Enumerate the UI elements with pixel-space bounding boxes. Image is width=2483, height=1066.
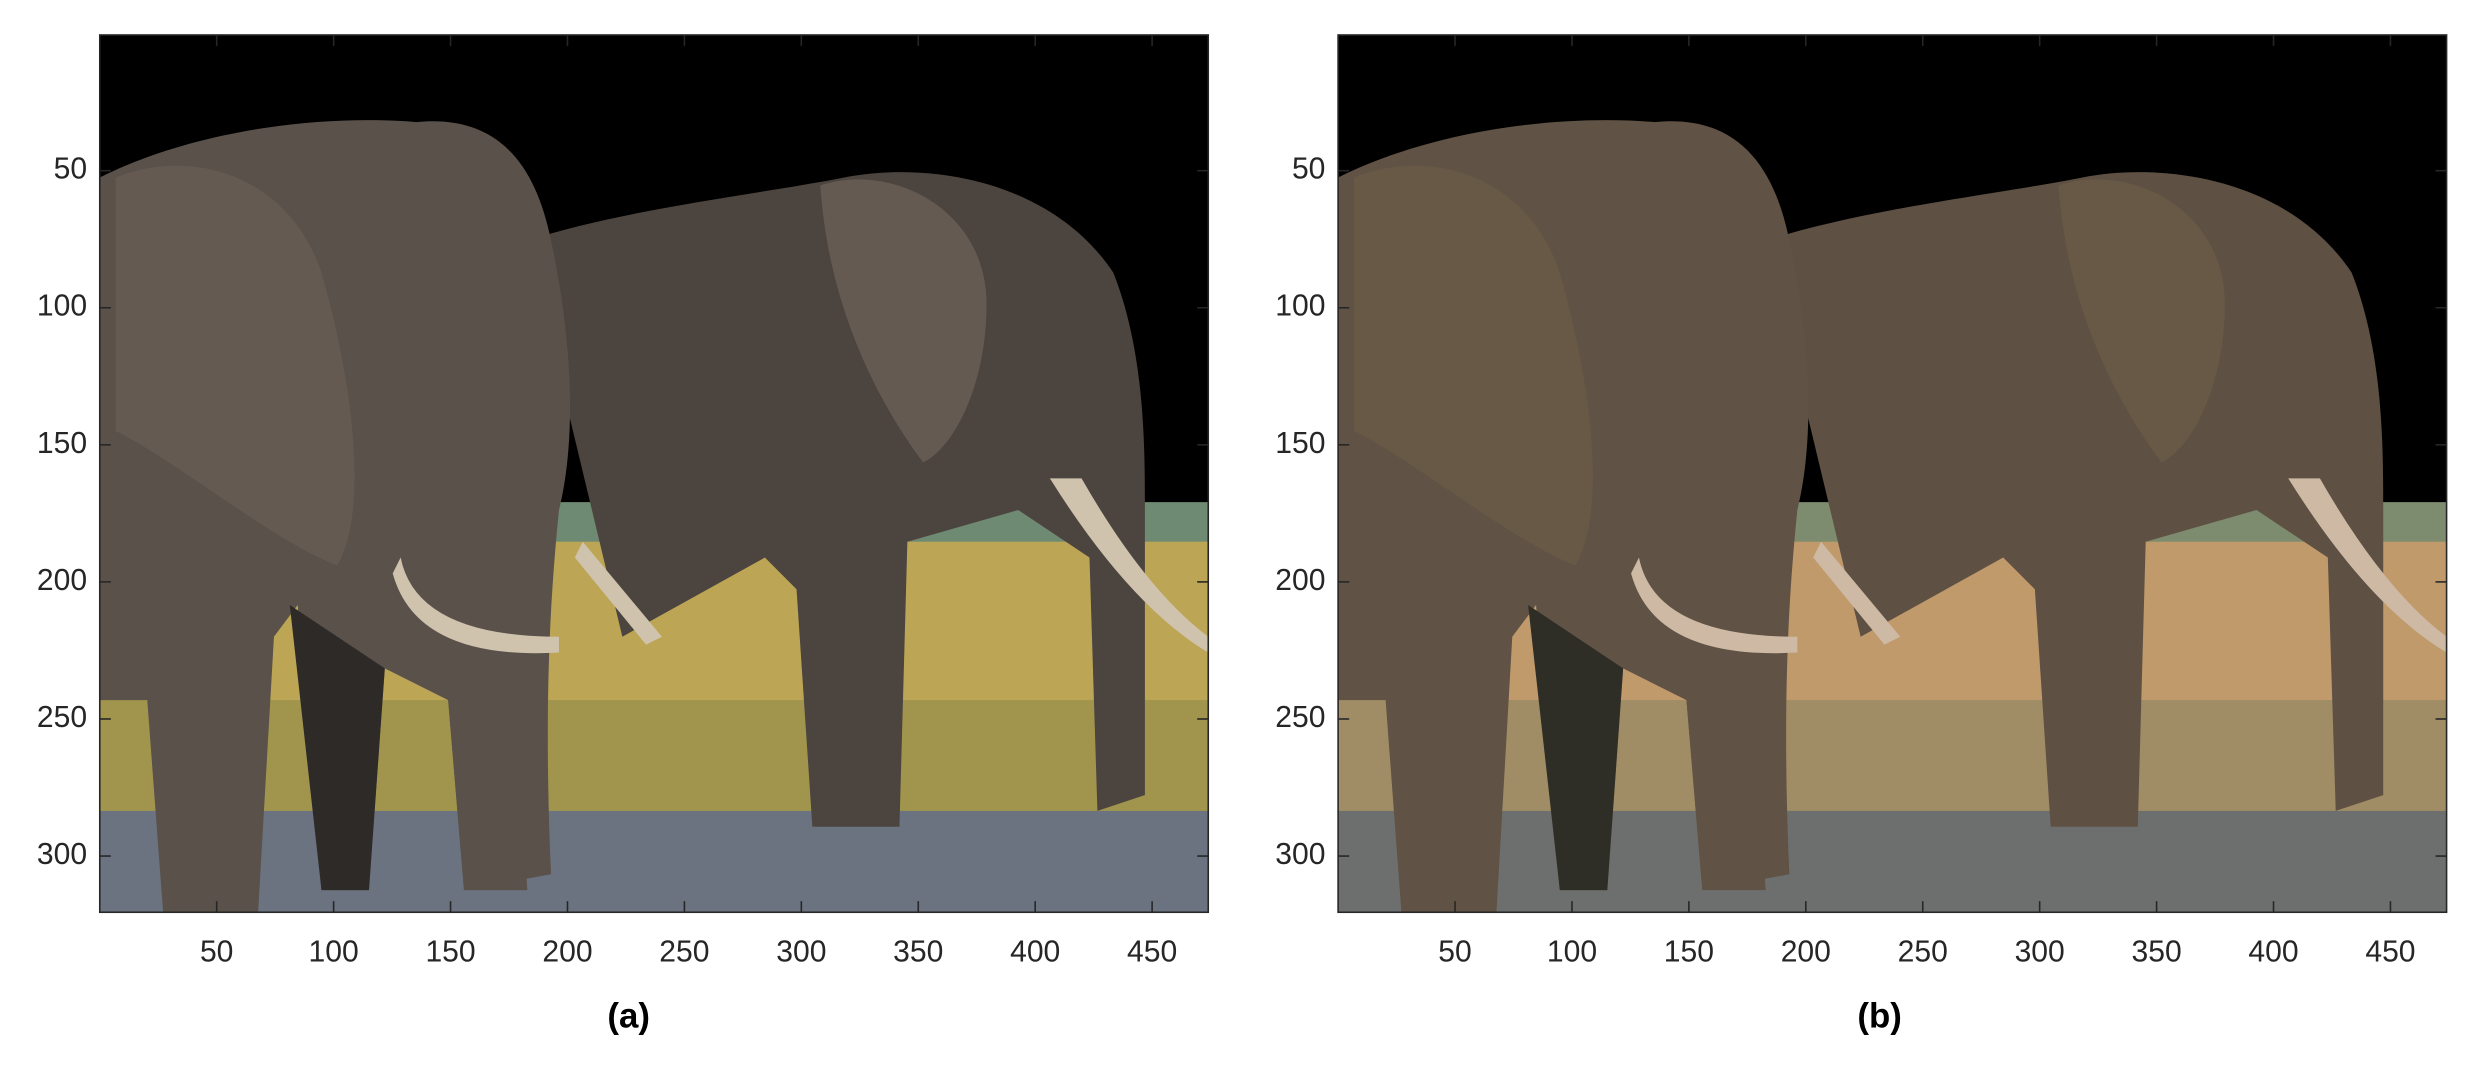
x-tick-label: 250 xyxy=(659,935,709,968)
x-tick-label: 250 xyxy=(1898,935,1948,968)
y-tick-label: 250 xyxy=(37,701,87,734)
x-tick-label: 300 xyxy=(2015,935,2065,968)
x-tick-label: 400 xyxy=(2248,935,2298,968)
x-tick-label: 50 xyxy=(200,935,233,968)
y-tick-label: 200 xyxy=(37,564,87,597)
y-tick-label: 300 xyxy=(37,838,87,871)
panel: 50 100 150 200 250 300 350 400 450 50 100 150 200 250… xyxy=(37,34,1210,1036)
x-tick-label: 150 xyxy=(1664,935,1714,968)
x-tick-label: 200 xyxy=(1781,935,1831,968)
x-tick-label: 200 xyxy=(542,935,592,968)
y-tick-label: 50 xyxy=(1292,153,1325,186)
x-tick-label: 450 xyxy=(2365,935,2415,968)
caption: (a) xyxy=(607,997,650,1036)
y-tick-label: 250 xyxy=(1275,701,1325,734)
y-tick-label: 300 xyxy=(1275,838,1325,871)
x-tick-label: 350 xyxy=(2132,935,2182,968)
y-tick-label: 100 xyxy=(1275,290,1325,323)
x-tick-label: 150 xyxy=(425,935,475,968)
axes-box xyxy=(98,34,1210,914)
x-tick-label: 450 xyxy=(1127,935,1177,968)
x-tick-label: 350 xyxy=(893,935,943,968)
y-tick-label: 200 xyxy=(1275,564,1325,597)
x-tick-label: 400 xyxy=(1010,935,1060,968)
y-tick-label: 100 xyxy=(37,290,87,323)
image xyxy=(1338,34,2447,913)
caption: (b) xyxy=(1857,997,1901,1036)
panel: 50 100 150 200 250 300 350 400 450 50 100 150 200 250… xyxy=(1275,34,2448,1036)
x-tick-label: 100 xyxy=(1547,935,1597,968)
x-tick-label: 100 xyxy=(309,935,359,968)
axes-box xyxy=(1337,34,2448,914)
y-tick-label: 150 xyxy=(37,427,87,460)
x-tick-label: 300 xyxy=(776,935,826,968)
x-tick-label: 50 xyxy=(1438,935,1471,968)
y-tick-label: 150 xyxy=(1275,427,1325,460)
y-tick-label: 50 xyxy=(54,153,87,186)
image xyxy=(99,34,1209,913)
